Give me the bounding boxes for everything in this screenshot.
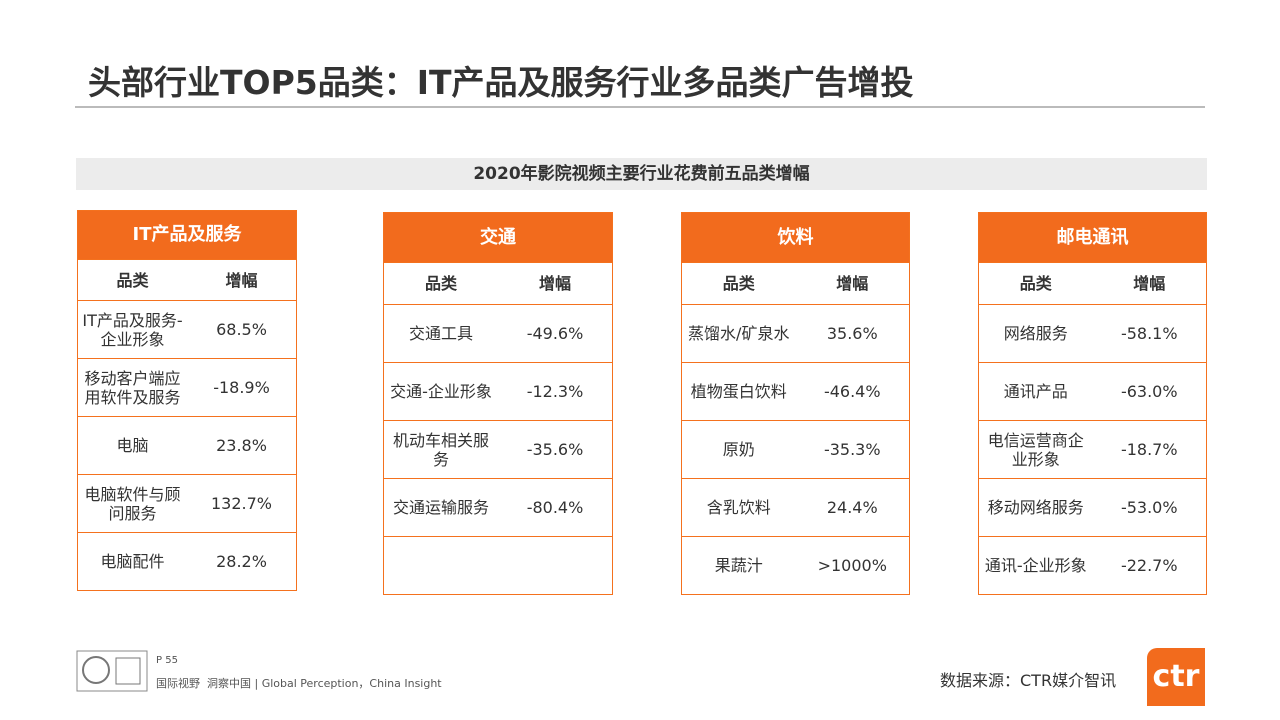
table: 交通品类 增幅交通工具 -49.6% 交通-企业形象 -12.3% 机动车相关服务 -35.… bbox=[383, 212, 613, 595]
table-row: 交通工具 -49.6% bbox=[384, 304, 612, 362]
table-row: 通讯-企业形象 -22.7% bbox=[979, 536, 1206, 594]
cell: 24.4% bbox=[826, 498, 878, 517]
table-title: 交通 bbox=[384, 213, 612, 262]
table-row: 交通-企业形象 -12.3% bbox=[384, 362, 612, 420]
column-label: 品类 bbox=[424, 274, 457, 293]
column-label: 品类 bbox=[722, 274, 755, 293]
cell: 132.7% bbox=[210, 494, 272, 513]
cell: >1000% bbox=[817, 556, 887, 575]
cell: 原奶 bbox=[722, 440, 755, 459]
column-label: 增幅 bbox=[1133, 274, 1166, 293]
column-label: 增幅 bbox=[538, 274, 571, 293]
table-title: IT产品及服务 bbox=[78, 211, 296, 259]
cell: -22.7% bbox=[1120, 556, 1178, 575]
page-number: P 55 bbox=[156, 655, 178, 666]
cell: 电脑 bbox=[116, 436, 149, 455]
cell: -18.7% bbox=[1120, 440, 1178, 459]
cell: 交通工具 bbox=[408, 324, 473, 343]
cell: 28.2% bbox=[216, 552, 267, 571]
table-row: 机动车相关服务 -35.6% bbox=[384, 420, 612, 478]
table-row: 果蔬汁 >1000% bbox=[682, 536, 909, 594]
column-header: 品类 增幅 bbox=[682, 262, 909, 304]
cell: -58.1% bbox=[1120, 324, 1178, 343]
cell: 电信运营商企业形象 bbox=[987, 430, 1084, 469]
cell: -12.3% bbox=[526, 382, 584, 401]
table: 饮料品类 增幅蒸馏水/矿泉水 35.6% 植物蛋白饮料 -46.4% 原奶 -35.3% 含乳… bbox=[681, 212, 910, 595]
cell: 网络服务 bbox=[1003, 324, 1068, 343]
rule bbox=[75, 106, 1205, 108]
cell: 通讯-企业形象 bbox=[984, 556, 1087, 575]
cell: 果蔬汁 bbox=[714, 556, 763, 575]
cell: 含乳饮料 bbox=[706, 498, 771, 517]
table: 邮电通讯品类 增幅网络服务 -58.1% 通讯产品 -63.0% 电信运营商企业形象 -18… bbox=[978, 212, 1207, 595]
table-row: 移动客户端应用软件及服务 -18.9% bbox=[78, 358, 296, 416]
table-row: 电脑配件 28.2% bbox=[78, 532, 296, 590]
column-label: 品类 bbox=[116, 270, 149, 290]
column-header: 品类 增幅 bbox=[979, 262, 1206, 304]
column-label: 增幅 bbox=[836, 274, 869, 293]
subtitle: 2020年影院视频主要行业花费前五品类增幅 bbox=[76, 158, 1207, 190]
cert-icons bbox=[76, 650, 148, 692]
cell: 通讯产品 bbox=[1003, 382, 1068, 401]
slogan: 国际视野 洞察中国 | Global Perception，China Insi… bbox=[156, 677, 442, 690]
table-row: 电脑 23.8% bbox=[78, 416, 296, 474]
cell: 移动网络服务 bbox=[987, 498, 1084, 517]
cell: IT产品及服务-企业形象 bbox=[82, 310, 183, 349]
cell: 移动客户端应用软件及服务 bbox=[84, 368, 181, 407]
cell: -53.0% bbox=[1120, 498, 1178, 517]
cell: -18.9% bbox=[213, 378, 270, 397]
table-title: 饮料 bbox=[682, 213, 909, 262]
table-row: 原奶 -35.3% bbox=[682, 420, 909, 478]
table-row: 移动网络服务 -53.0% bbox=[979, 478, 1206, 536]
cell: -35.3% bbox=[823, 440, 881, 459]
cell: 68.5% bbox=[216, 320, 267, 339]
table-title: 邮电通讯 bbox=[979, 213, 1206, 262]
table-row: 电信运营商企业形象 -18.7% bbox=[979, 420, 1206, 478]
table-row: 蒸馏水/矿泉水 35.6% bbox=[682, 304, 909, 362]
cell: 35.6% bbox=[826, 324, 878, 343]
table-row: 交通运输服务 -80.4% bbox=[384, 478, 612, 536]
column-header: 品类 增幅 bbox=[78, 259, 296, 300]
logo: ctr bbox=[1147, 648, 1205, 706]
cell: 机动车相关服务 bbox=[392, 430, 489, 469]
cell: 交通-企业形象 bbox=[390, 382, 492, 401]
column-label: 增幅 bbox=[225, 270, 258, 290]
source: 数据来源：CTR媒介智讯 bbox=[940, 671, 1117, 690]
cell: 蒸馏水/矿泉水 bbox=[688, 324, 790, 343]
cell: -80.4% bbox=[526, 498, 584, 517]
cell: 电脑配件 bbox=[100, 552, 165, 571]
column-header: 品类 增幅 bbox=[384, 262, 612, 304]
cell: -49.6% bbox=[526, 324, 584, 343]
cell: -63.0% bbox=[1120, 382, 1178, 401]
table-row bbox=[384, 536, 612, 594]
cell: -46.4% bbox=[823, 382, 881, 401]
table: IT产品及服务品类 增幅 IT产品及服务-企业形象 68.5% 移动客户端应用软件及服务… bbox=[77, 210, 297, 591]
table-row: 网络服务 -58.1% bbox=[979, 304, 1206, 362]
table-row: 植物蛋白饮料 -46.4% bbox=[682, 362, 909, 420]
cell: 电脑软件与顾问服务 bbox=[84, 484, 181, 523]
cell: 交通运输服务 bbox=[392, 498, 489, 517]
title: 头部行业TOP5品类：IT产品及服务行业多品类广告增投 bbox=[88, 63, 914, 102]
table-row: IT产品及服务-企业形象 68.5% bbox=[78, 300, 296, 358]
table-row: 含乳饮料 24.4% bbox=[682, 478, 909, 536]
table-row: 电脑软件与顾问服务 132.7% bbox=[78, 474, 296, 532]
column-label: 品类 bbox=[1019, 274, 1052, 293]
cell: 23.8% bbox=[216, 436, 267, 455]
cell: -35.6% bbox=[526, 440, 584, 459]
table-row: 通讯产品 -63.0% bbox=[979, 362, 1206, 420]
cell: 植物蛋白饮料 bbox=[690, 382, 787, 401]
